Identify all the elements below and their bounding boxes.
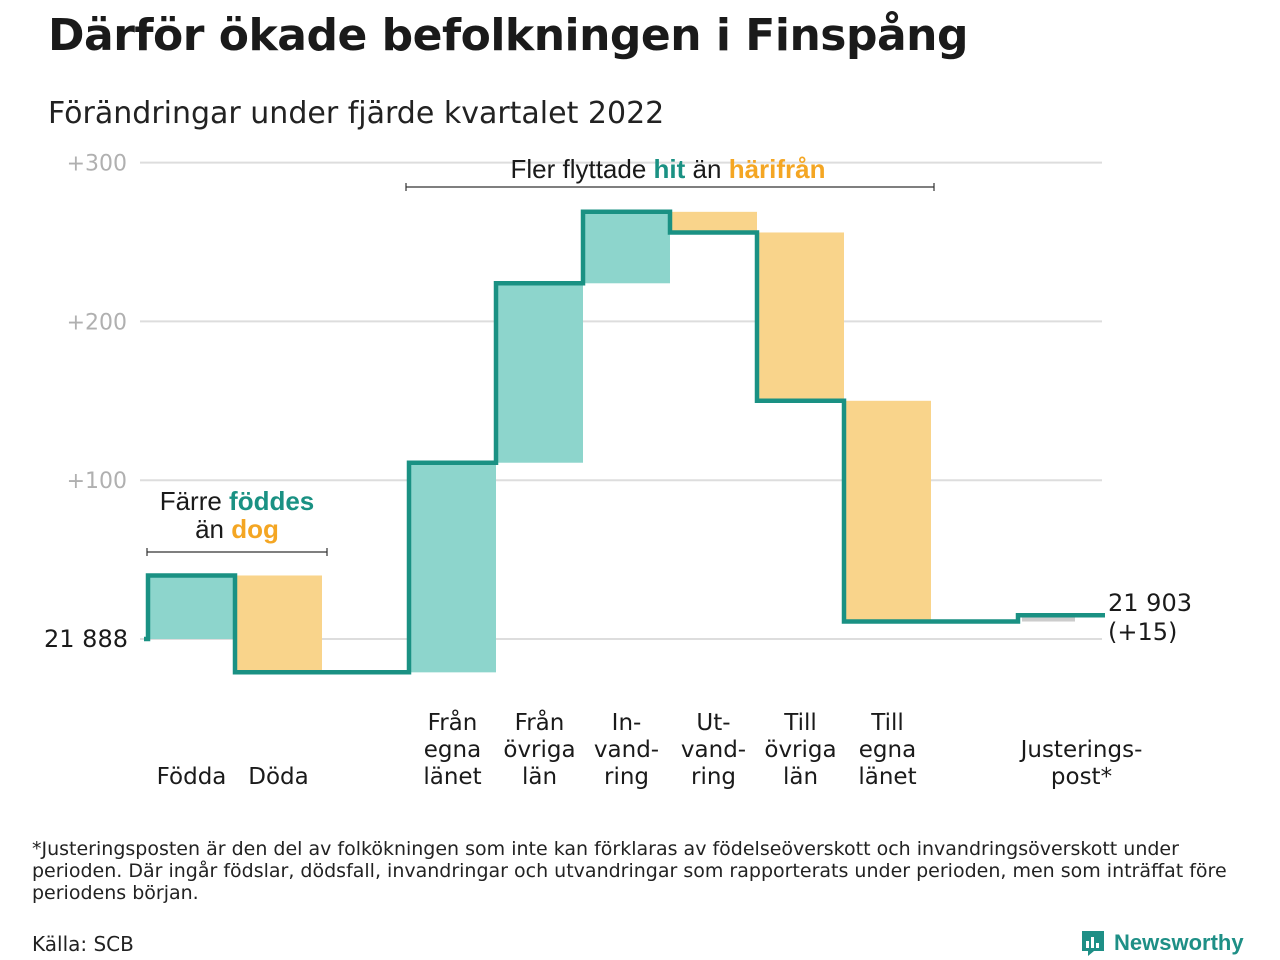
y-tick-label: +200 (67, 310, 127, 335)
category-label: Ut- (696, 710, 730, 736)
category-label: egna (424, 737, 481, 763)
y-tick-label: +300 (67, 152, 127, 177)
annotation-left-line1-part: Färre (160, 486, 229, 516)
source-note: Källa: SCB (32, 932, 134, 956)
annotation-right-part: än (685, 154, 728, 184)
category-label: övriga (764, 737, 836, 763)
annotation-left-line2-part: dog (231, 514, 279, 544)
bars-layer (148, 211, 1075, 673)
category-label: Till (870, 710, 904, 736)
annotation-right-part: hit (654, 154, 686, 184)
category-label: Till (783, 710, 817, 736)
start-value-label: 21 888 (44, 625, 128, 653)
annotation-left-line2: än dog (195, 514, 279, 544)
end-value-label: 21 903 (1108, 589, 1192, 617)
bar-adj (1022, 615, 1075, 622)
labels-layer: Födda DödaFrånegnalänetFrånövrigalänIn-va… (44, 589, 1192, 790)
chart-subtitle: Förändringar under fjärde kvartalet 2022 (48, 96, 665, 131)
newsworthy-logo-icon (1082, 931, 1104, 956)
cumulative-step-line (144, 209, 1105, 675)
category-label: län (522, 764, 557, 790)
annotation-right: Fler flyttade hit än härifrån (510, 154, 825, 184)
bar-in (409, 462, 496, 673)
category-label: egna (859, 737, 916, 763)
bar-in (496, 283, 583, 463)
annotation-right-part: Fler flyttade (510, 154, 653, 184)
step-line-layer (144, 209, 1105, 675)
category-label: vand- (594, 737, 659, 763)
category-label: In- (612, 710, 642, 736)
bar-out (235, 575, 322, 673)
y-tick-label: +100 (67, 469, 127, 494)
annotation-right-part: härifrån (729, 154, 826, 184)
category-label: ring (604, 764, 649, 790)
brand-logo: Newsworthy (1080, 928, 1244, 958)
category-label: Döda (248, 764, 308, 790)
end-change-label: (+15) (1108, 618, 1177, 646)
annotation-left-line1-part: föddes (229, 486, 314, 516)
category-label: Från (428, 708, 478, 736)
bar-in (148, 575, 235, 639)
category-label: Från (515, 708, 565, 736)
brand-name: Newsworthy (1114, 930, 1244, 955)
chart-title: Därför ökade befolkningen i Finspång (48, 10, 968, 61)
category-label: län (783, 764, 818, 790)
bar-in (583, 211, 670, 284)
category-label: länet (858, 764, 916, 790)
category-label: ring (691, 764, 736, 790)
category-label: Födda (157, 764, 227, 790)
category-label: övriga (503, 737, 575, 763)
category-label: Justerings- (1019, 737, 1143, 763)
category-label: länet (423, 764, 481, 790)
bar-out (670, 211, 757, 233)
annotation-left-line1: Färre föddes (160, 486, 315, 516)
bar-out (844, 400, 931, 622)
category-label: post* (1051, 764, 1112, 790)
bar-out (757, 232, 844, 401)
footnote: *Justeringsposten är den del av folkökni… (32, 838, 1227, 904)
annotation-left-line2-part: än (195, 514, 231, 544)
category-label: vand- (681, 737, 746, 763)
